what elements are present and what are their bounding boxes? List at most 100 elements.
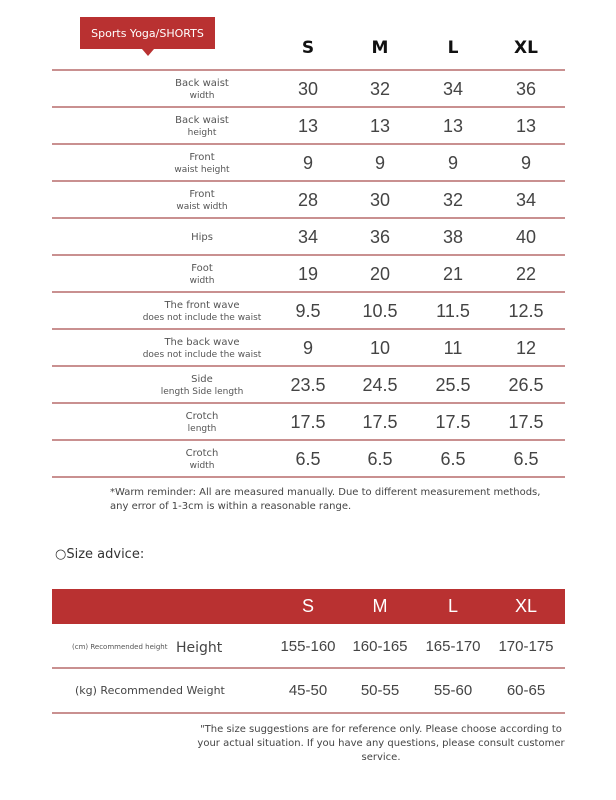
size-value: 32 bbox=[442, 190, 464, 210]
row-label: Back waist height bbox=[175, 114, 229, 138]
size-value: 30 bbox=[369, 190, 391, 210]
size-value: 11 bbox=[443, 338, 463, 358]
size-value: 17.5 bbox=[362, 412, 398, 432]
size-value: 13 bbox=[369, 116, 391, 136]
size-value: 12.5 bbox=[508, 301, 544, 321]
size-value: 21 bbox=[442, 264, 464, 284]
table-row: Side length Side length 23.5 24.5 25.5 26.5 bbox=[52, 367, 565, 404]
size-value: 13 bbox=[515, 116, 537, 136]
divider bbox=[52, 217, 565, 219]
size-header-3: XL bbox=[514, 38, 538, 58]
size-value: 34 bbox=[297, 227, 319, 247]
weight-value: 55-60 bbox=[433, 682, 473, 699]
table-row: Crotch length 17.5 17.5 17.5 17.5 bbox=[52, 404, 565, 441]
size-value: 10 bbox=[369, 338, 391, 358]
advice-size-header-3: XL bbox=[514, 596, 538, 616]
table-row: Crotch width 6.5 6.5 6.5 6.5 bbox=[52, 441, 565, 478]
size-value: 34 bbox=[515, 190, 537, 210]
size-value: 10.5 bbox=[362, 301, 398, 321]
size-value: 36 bbox=[515, 79, 537, 99]
divider bbox=[52, 712, 565, 714]
advice-size-header-0: S bbox=[301, 596, 314, 616]
advice-note: "The size suggestions are for reference … bbox=[197, 724, 565, 763]
divider bbox=[52, 69, 565, 71]
row-label: Crotch width bbox=[185, 447, 219, 471]
size-value: 26.5 bbox=[508, 375, 544, 395]
divider bbox=[52, 180, 565, 182]
table-row: Hips 34 36 38 40 bbox=[52, 219, 565, 256]
size-value: 32 bbox=[369, 79, 391, 99]
height-value: 165-170 bbox=[425, 638, 481, 655]
table-row: Back waist height 13 13 13 13 bbox=[52, 108, 565, 145]
circle-icon: ○ bbox=[55, 547, 67, 562]
divider bbox=[52, 439, 565, 441]
weight-value: 50-55 bbox=[360, 682, 400, 699]
size-value: 30 bbox=[297, 79, 319, 99]
height-value: 160-165 bbox=[352, 638, 408, 655]
size-value: 13 bbox=[297, 116, 319, 136]
table-row: Front waist height 9 9 9 9 bbox=[52, 145, 565, 182]
divider bbox=[52, 291, 565, 293]
row-label: The front wave does not include the waist bbox=[142, 299, 262, 323]
size-value: 11.5 bbox=[436, 301, 470, 321]
divider bbox=[52, 328, 565, 330]
divider bbox=[52, 106, 565, 108]
divider bbox=[52, 254, 565, 256]
size-header-2: L bbox=[447, 38, 459, 58]
size-value: 20 bbox=[369, 264, 391, 284]
divider bbox=[52, 476, 565, 478]
advice-header-band: S M L XL bbox=[52, 589, 565, 624]
height-value: 155-160 bbox=[280, 638, 336, 655]
size-value: 24.5 bbox=[362, 375, 398, 395]
size-value: 34 bbox=[442, 79, 464, 99]
size-value: 9 bbox=[302, 338, 313, 358]
divider bbox=[52, 143, 565, 145]
table-row: Front waist width 28 30 32 34 bbox=[52, 182, 565, 219]
size-value: 9 bbox=[520, 153, 531, 173]
row-label: Crotch length bbox=[185, 410, 219, 434]
size-value: 17.5 bbox=[435, 412, 471, 432]
height-value: 170-175 bbox=[498, 638, 554, 655]
row-label: The back wave does not include the waist bbox=[142, 336, 262, 360]
size-value: 6.5 bbox=[295, 449, 321, 469]
divider bbox=[52, 402, 565, 404]
weight-value: 45-50 bbox=[288, 682, 328, 699]
advice-size-header-1: M bbox=[372, 596, 388, 616]
row-label: Side length Side length bbox=[160, 373, 244, 397]
size-value: 9 bbox=[374, 153, 385, 173]
product-title-tag: Sports Yoga/SHORTS bbox=[80, 17, 215, 56]
weight-label: (kg) Recommended Weight bbox=[75, 684, 225, 697]
size-value: 13 bbox=[442, 116, 464, 136]
size-value: 17.5 bbox=[508, 412, 544, 432]
size-value: 19 bbox=[297, 264, 319, 284]
size-value: 12 bbox=[515, 338, 537, 358]
height-small-label: (cm) Recommended height bbox=[72, 643, 168, 651]
size-header-1: M bbox=[371, 38, 389, 58]
row-label: Hips bbox=[191, 231, 213, 243]
divider bbox=[52, 667, 565, 669]
size-value: 28 bbox=[297, 190, 319, 210]
table-row: The back wave does not include the waist 9… bbox=[52, 330, 565, 367]
row-label: Front waist width bbox=[176, 188, 228, 212]
weight-value: 60-65 bbox=[506, 682, 546, 699]
table-row: Back waist width 30 32 34 36 bbox=[52, 71, 565, 108]
table-row: Foot width 19 20 21 22 bbox=[52, 256, 565, 293]
table-row: The front wave does not include the waist… bbox=[52, 293, 565, 330]
row-label: Foot width bbox=[189, 262, 215, 286]
size-value: 6.5 bbox=[367, 449, 393, 469]
advice-size-header-2: L bbox=[447, 596, 458, 616]
size-value: 6.5 bbox=[513, 449, 539, 469]
size-value: 40 bbox=[515, 227, 537, 247]
size-value: 17.5 bbox=[290, 412, 326, 432]
size-value: 25.5 bbox=[435, 375, 471, 395]
size-value: 22 bbox=[515, 264, 537, 284]
size-value: 36 bbox=[369, 227, 391, 247]
row-label: Back waist width bbox=[175, 77, 229, 101]
warm-reminder: *Warm reminder: All are measured manuall… bbox=[110, 487, 541, 512]
size-value: 6.5 bbox=[440, 449, 466, 469]
divider bbox=[52, 365, 565, 367]
size-value: 9 bbox=[302, 153, 313, 173]
size-advice-heading: ○Size advice: bbox=[55, 547, 145, 562]
row-label: Front waist height bbox=[174, 151, 230, 175]
size-value: 9.5 bbox=[295, 301, 321, 321]
